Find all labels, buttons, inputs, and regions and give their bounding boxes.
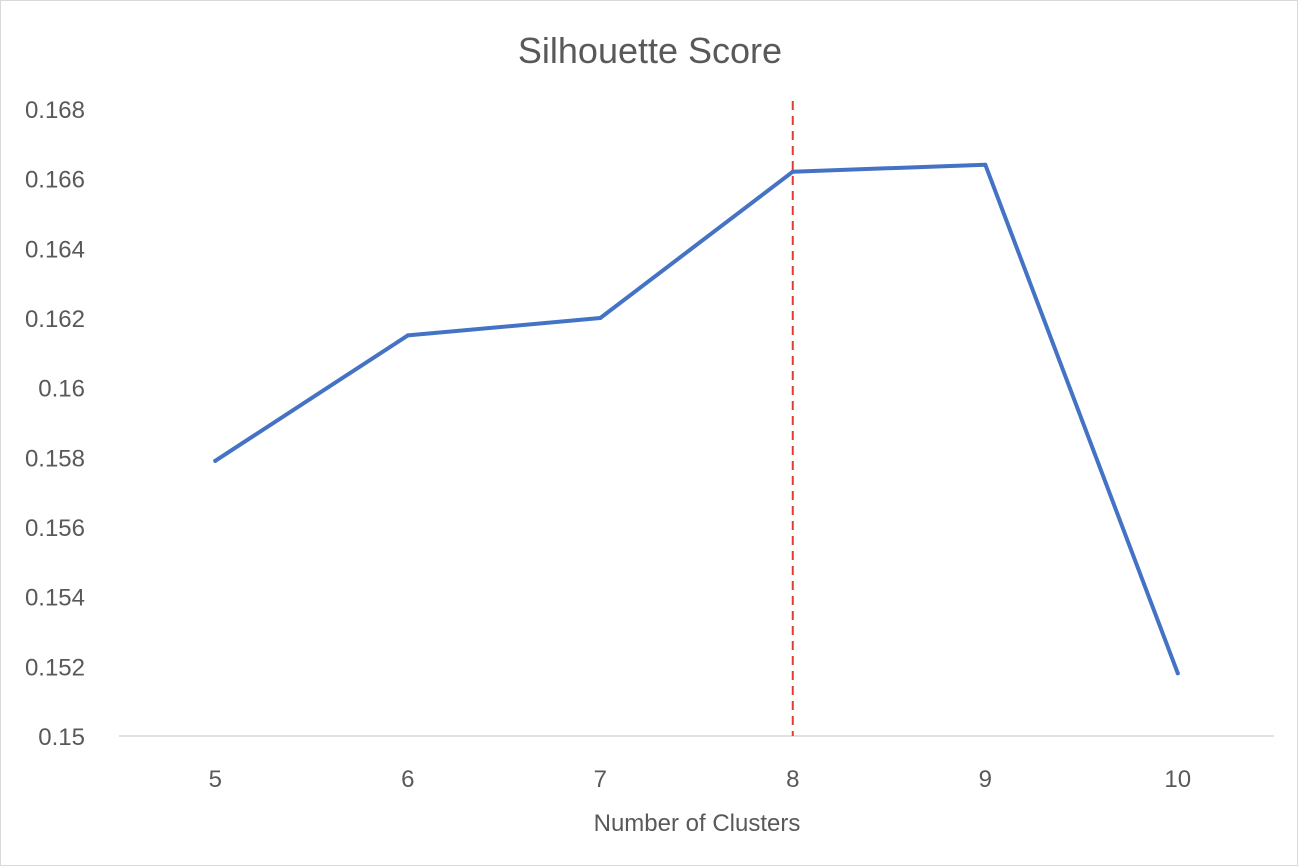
data-point bbox=[983, 162, 988, 167]
y-tick-label: 0.154 bbox=[25, 585, 85, 612]
x-tick-label: 7 bbox=[594, 766, 607, 793]
series-line bbox=[213, 162, 1180, 676]
data-point bbox=[405, 333, 410, 338]
x-tick-label: 8 bbox=[786, 766, 799, 793]
data-point bbox=[1175, 671, 1180, 676]
y-tick-label: 0.158 bbox=[25, 445, 85, 472]
y-tick-label: 0.152 bbox=[25, 654, 85, 681]
y-tick-label: 0.166 bbox=[25, 167, 85, 194]
y-axis-ticks: 0.15 0.152 0.154 0.156 0.158 0.16 0.162 0.164 0.… bbox=[25, 97, 85, 751]
x-tick-label: 5 bbox=[209, 766, 222, 793]
chart-title: Silhouette Score bbox=[518, 30, 782, 71]
x-tick-label: 9 bbox=[979, 766, 992, 793]
y-tick-label: 0.164 bbox=[25, 236, 85, 263]
x-tick-label: 10 bbox=[1164, 766, 1191, 793]
x-axis-title: Number of Clusters bbox=[594, 810, 801, 837]
x-tick-label: 6 bbox=[401, 766, 414, 793]
y-tick-label: 0.15 bbox=[38, 724, 85, 751]
y-tick-label: 0.162 bbox=[25, 306, 85, 333]
series-points bbox=[213, 162, 1180, 676]
data-point bbox=[790, 169, 795, 174]
y-tick-label: 0.168 bbox=[25, 97, 85, 124]
x-axis-ticks: 5 6 7 8 9 10 bbox=[209, 766, 1192, 793]
y-tick-label: 0.16 bbox=[38, 376, 85, 403]
y-tick-label: 0.156 bbox=[25, 515, 85, 542]
data-point bbox=[598, 316, 603, 320]
data-point bbox=[213, 458, 218, 463]
